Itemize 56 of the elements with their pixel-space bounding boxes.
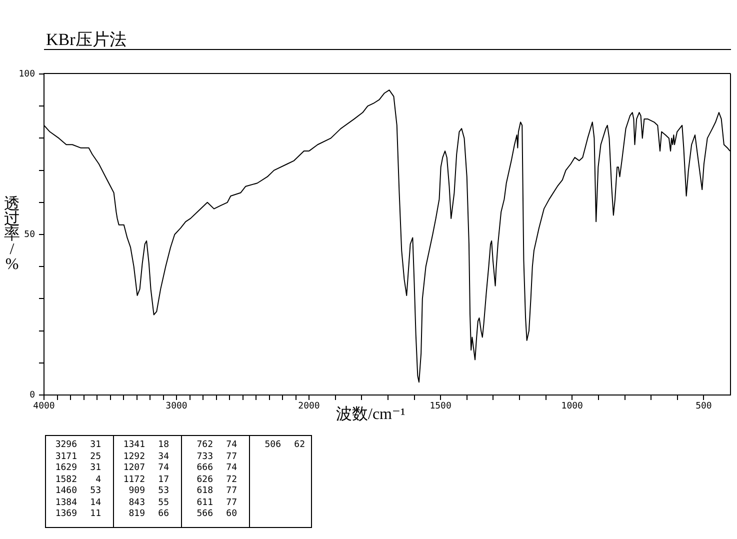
- chart-title: KBr压片法: [44, 30, 731, 50]
- category-label: 843: [128, 498, 145, 509]
- data-label: 53: [89, 486, 101, 498]
- category-label: 3171: [54, 452, 77, 463]
- x-tick-label: 3000: [166, 402, 188, 412]
- data-label: 25: [89, 452, 101, 463]
- category-label: 1460: [54, 486, 77, 498]
- data-label: 60: [225, 509, 237, 520]
- category-label: 1207: [122, 463, 145, 474]
- data-label: 34: [157, 452, 169, 463]
- category-label: 506: [264, 440, 281, 452]
- x-tick-label: 1500: [430, 402, 452, 412]
- data-label: 18: [157, 440, 169, 452]
- x-tick-label: 1000: [561, 402, 583, 412]
- x-tick-label: 500: [696, 402, 712, 412]
- category-label: 1582: [54, 474, 77, 486]
- data-label: 14: [89, 498, 101, 509]
- data-label: 53: [157, 486, 169, 498]
- data-label: 31: [89, 440, 101, 452]
- category-label: 566: [196, 509, 213, 520]
- category-label: 1292: [122, 452, 145, 463]
- x-tick-label: 2000: [298, 402, 320, 412]
- data-label: 77: [225, 498, 237, 509]
- data-label: 66: [157, 509, 169, 520]
- data-label: 4: [94, 474, 101, 486]
- category-label: 733: [196, 452, 213, 463]
- category-label: 666: [196, 463, 213, 474]
- data-label: 11: [89, 509, 101, 520]
- category-label: 819: [128, 509, 145, 520]
- data-label: 62: [293, 440, 305, 452]
- category-label: 611: [196, 498, 213, 509]
- data-label: 72: [225, 474, 237, 486]
- category-label: 1369: [54, 509, 77, 520]
- x-tick-label: 4000: [33, 402, 55, 412]
- category-label: 626: [196, 474, 213, 486]
- x-axis-title: 波数/cm⁻¹: [336, 405, 406, 425]
- data-label: 77: [225, 452, 237, 463]
- y-tick-label: 100: [18, 69, 35, 80]
- data-label: 74: [157, 463, 169, 474]
- category-label: 1384: [54, 498, 77, 509]
- data-label: 74: [225, 440, 237, 452]
- category-label: 762: [196, 440, 213, 452]
- data-label: 55: [157, 498, 169, 509]
- data-label: 31: [89, 463, 101, 474]
- category-label: 1341: [122, 440, 145, 452]
- data-label: 74: [225, 463, 237, 474]
- category-label: 3296: [54, 440, 77, 452]
- data-label: 17: [157, 474, 169, 486]
- category-label: 909: [128, 486, 145, 498]
- y-axis-title: 透过率/%: [4, 196, 20, 273]
- category-label: 618: [196, 486, 213, 498]
- y-tick-label: 0: [30, 390, 35, 400]
- data-label: 77: [225, 486, 237, 498]
- category-label: 1629: [54, 463, 77, 474]
- y-tick-label: 50: [24, 230, 35, 240]
- category-label: 1172: [122, 474, 145, 486]
